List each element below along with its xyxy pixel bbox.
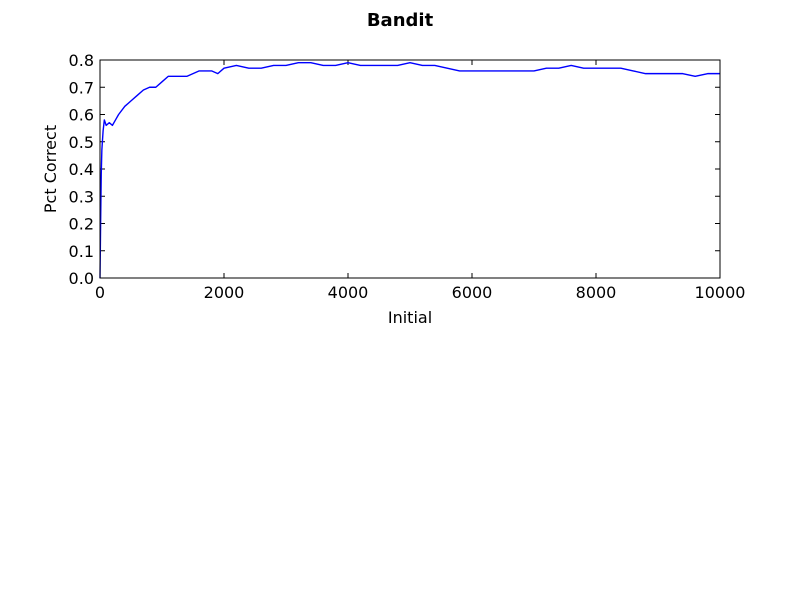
series-line bbox=[99, 62, 720, 279]
x-tick-label: 2000 bbox=[204, 283, 245, 302]
y-tick-label: 0.8 bbox=[69, 51, 94, 70]
x-tick-label: 10000 bbox=[695, 283, 746, 302]
chart-title: Bandit bbox=[367, 10, 434, 31]
y-tick-label: 0.6 bbox=[69, 106, 94, 125]
x-tick-label: 6000 bbox=[452, 283, 493, 302]
series-group bbox=[99, 62, 720, 279]
y-axis-label: Pct Correct bbox=[41, 125, 60, 213]
x-tick-label: 0 bbox=[95, 283, 105, 302]
y-tick-label: 0.5 bbox=[69, 133, 94, 152]
y-tick-label: 0.3 bbox=[69, 187, 94, 206]
plot-frame bbox=[99, 59, 721, 279]
y-tick-label: 0.4 bbox=[69, 160, 94, 179]
y-tick-label: 0.1 bbox=[69, 242, 94, 261]
axis-ticks: 0 2000 4000 6000 8000 10000 0.0 0.1 0.2 0.3 0.4 0.5… bbox=[69, 51, 746, 302]
y-tick-label: 0.0 bbox=[69, 269, 94, 288]
x-tick-label: 4000 bbox=[328, 283, 369, 302]
x-tick-label: 8000 bbox=[576, 283, 617, 302]
y-tick-label: 0.2 bbox=[69, 215, 94, 234]
y-tick-label: 0.7 bbox=[69, 78, 94, 97]
x-axis-label: Initial bbox=[388, 308, 432, 327]
